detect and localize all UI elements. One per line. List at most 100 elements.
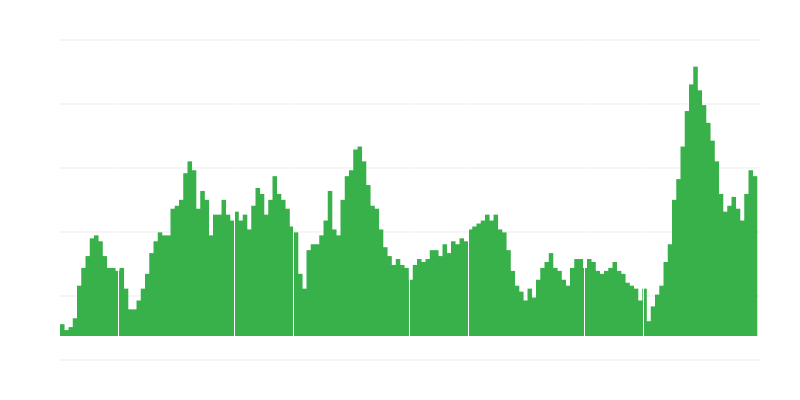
bar [621, 273, 626, 336]
bar [162, 235, 167, 336]
bar [502, 232, 507, 336]
bar [523, 300, 528, 336]
bar [276, 193, 282, 336]
bar [638, 300, 643, 336]
bar [298, 273, 303, 336]
bar [659, 285, 664, 336]
bar [561, 279, 567, 336]
bar [281, 199, 286, 336]
bar [591, 262, 596, 336]
bar [94, 235, 99, 336]
bar [468, 229, 473, 336]
bar [187, 161, 193, 336]
bar [629, 285, 635, 336]
bar [344, 176, 350, 336]
bar [268, 199, 273, 336]
bar [230, 220, 235, 336]
bar [136, 300, 142, 336]
bar [582, 267, 588, 336]
bar [68, 327, 74, 336]
bar [72, 318, 78, 336]
bar [565, 285, 571, 336]
bar [625, 282, 630, 336]
bar [612, 262, 618, 336]
bar [429, 250, 435, 336]
bar [438, 256, 443, 336]
bar [340, 199, 346, 336]
bar [77, 285, 82, 336]
bar [98, 241, 103, 336]
bar [400, 264, 405, 336]
bar [646, 321, 652, 336]
bar [336, 235, 341, 336]
bar [391, 264, 397, 336]
bar [217, 214, 222, 336]
bar [548, 253, 554, 336]
bar [64, 330, 69, 336]
bar [302, 288, 307, 336]
bar [349, 170, 354, 336]
bar [604, 270, 609, 336]
bar [587, 259, 592, 336]
bar [404, 267, 409, 336]
bar [476, 223, 482, 336]
bar [102, 256, 108, 336]
bar [616, 270, 622, 336]
bar [557, 270, 562, 336]
bar [323, 220, 329, 336]
bar [514, 285, 520, 336]
bar [727, 205, 732, 336]
bar [174, 205, 180, 336]
bar [667, 244, 673, 336]
bar [412, 264, 418, 336]
bar [119, 267, 125, 336]
bar [191, 170, 197, 336]
bar [735, 208, 741, 336]
bar [714, 161, 720, 336]
bar [663, 262, 669, 336]
bar [744, 193, 749, 336]
bar [183, 173, 188, 336]
bar [234, 211, 239, 336]
bar [208, 235, 214, 336]
bar [740, 220, 745, 336]
bar [255, 188, 261, 336]
bar [378, 229, 384, 336]
bar [519, 291, 524, 336]
bar [689, 84, 694, 337]
bar [451, 241, 456, 336]
bar [497, 229, 503, 336]
bar [247, 229, 252, 336]
bar [213, 214, 218, 336]
bar [353, 149, 358, 336]
bar [289, 226, 295, 336]
bar [204, 199, 210, 336]
bar [383, 247, 388, 336]
bar [599, 273, 605, 336]
bar [527, 288, 533, 336]
bar [718, 193, 724, 336]
bar [553, 267, 558, 336]
bar [480, 220, 486, 336]
bar [693, 66, 698, 336]
bar [123, 288, 129, 336]
bar [132, 309, 137, 336]
bar [153, 241, 159, 336]
bar [115, 270, 120, 336]
bar [472, 226, 477, 336]
bar [752, 176, 758, 336]
bar [710, 140, 715, 336]
bar [251, 205, 256, 336]
bar [145, 273, 150, 336]
bar [200, 190, 205, 336]
bars [60, 66, 758, 337]
bar [166, 235, 171, 336]
bar [315, 244, 320, 336]
bar [680, 146, 686, 336]
bar [489, 220, 494, 336]
bar [544, 262, 550, 336]
bar [170, 208, 176, 336]
bar [574, 259, 579, 336]
bar [89, 238, 95, 336]
